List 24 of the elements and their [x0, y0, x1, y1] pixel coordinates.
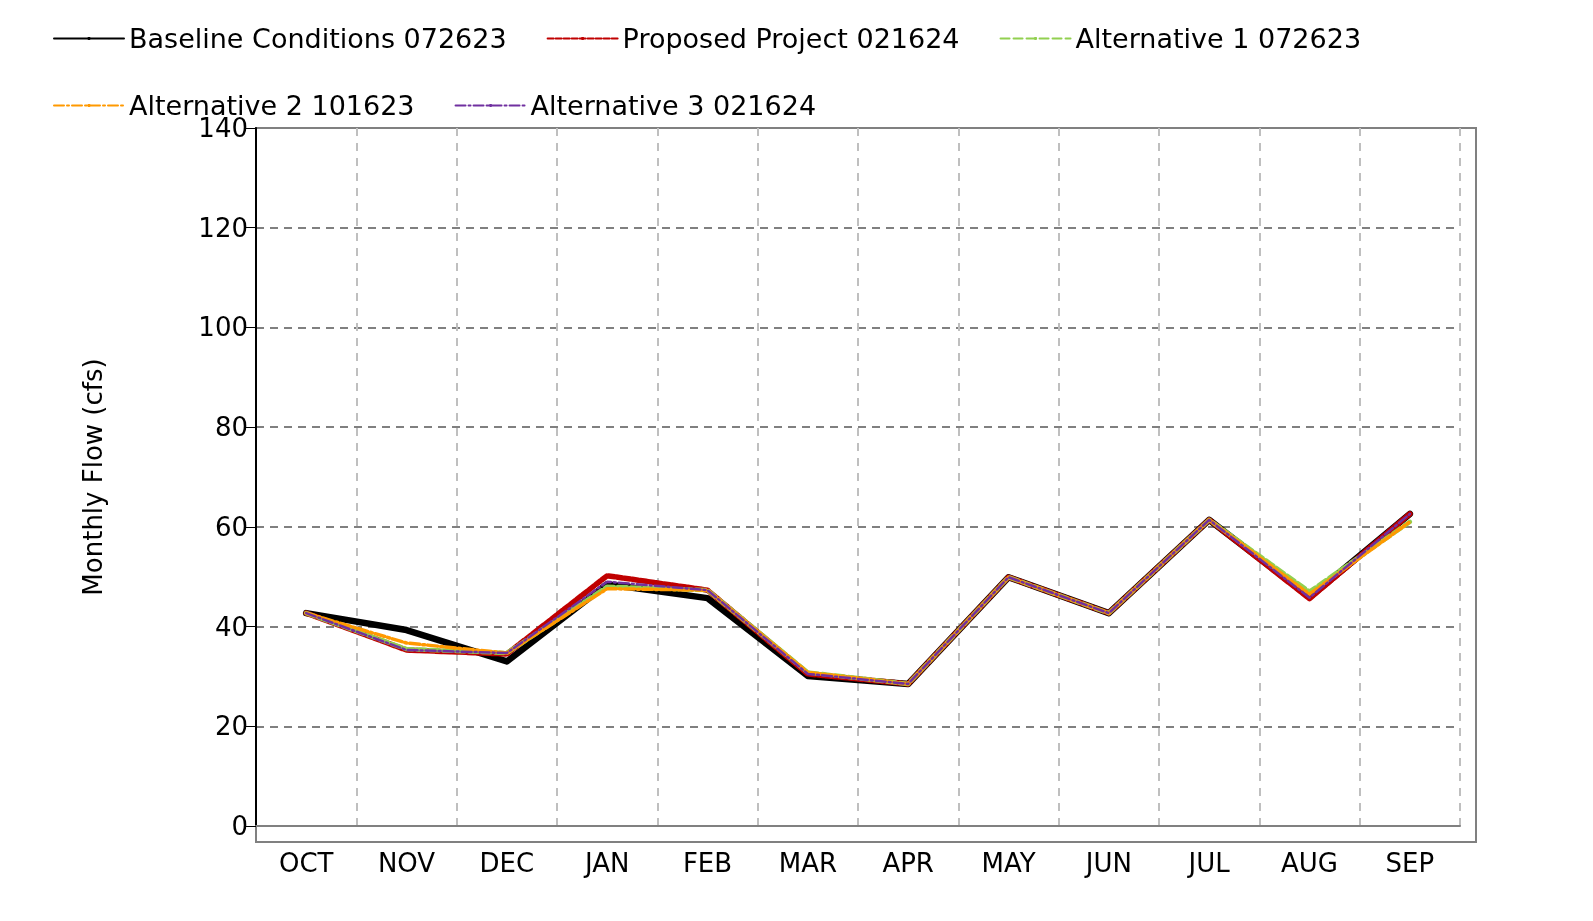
- x-tick-label: OCT: [278, 848, 334, 878]
- y-tick-label: 0: [231, 811, 248, 841]
- y-tick-label: 60: [214, 511, 248, 542]
- x-tick-label: JUL: [1186, 848, 1231, 878]
- y-tick-label: 120: [198, 212, 248, 243]
- x-tick-label: APR: [882, 848, 934, 878]
- x-tick-label: FEB: [682, 848, 733, 878]
- y-tick-label: 80: [214, 412, 248, 443]
- y-tick-label: 100: [198, 312, 248, 343]
- x-tick-label: SEP: [1385, 848, 1435, 878]
- y-axis-title: Monthly Flow (cfs): [78, 358, 108, 596]
- y-tick-label: 20: [214, 711, 248, 742]
- legend-label: Proposed Project 021624: [622, 23, 960, 54]
- legend-label: Baseline Conditions 072623: [129, 23, 507, 54]
- x-tick-label: MAR: [778, 848, 837, 878]
- legend-label: Alternative 3 021624: [530, 90, 817, 121]
- x-tick-label: DEC: [479, 848, 535, 878]
- legend-label: Alternative 1 072623: [1075, 23, 1362, 54]
- x-tick-label: AUG: [1281, 848, 1338, 878]
- x-tick-label: JAN: [582, 848, 630, 878]
- y-tick-label: 40: [214, 611, 248, 642]
- x-tick-label: NOV: [377, 848, 436, 878]
- x-tick-label: MAY: [981, 848, 1036, 878]
- x-tick-label: JUN: [1083, 848, 1132, 878]
